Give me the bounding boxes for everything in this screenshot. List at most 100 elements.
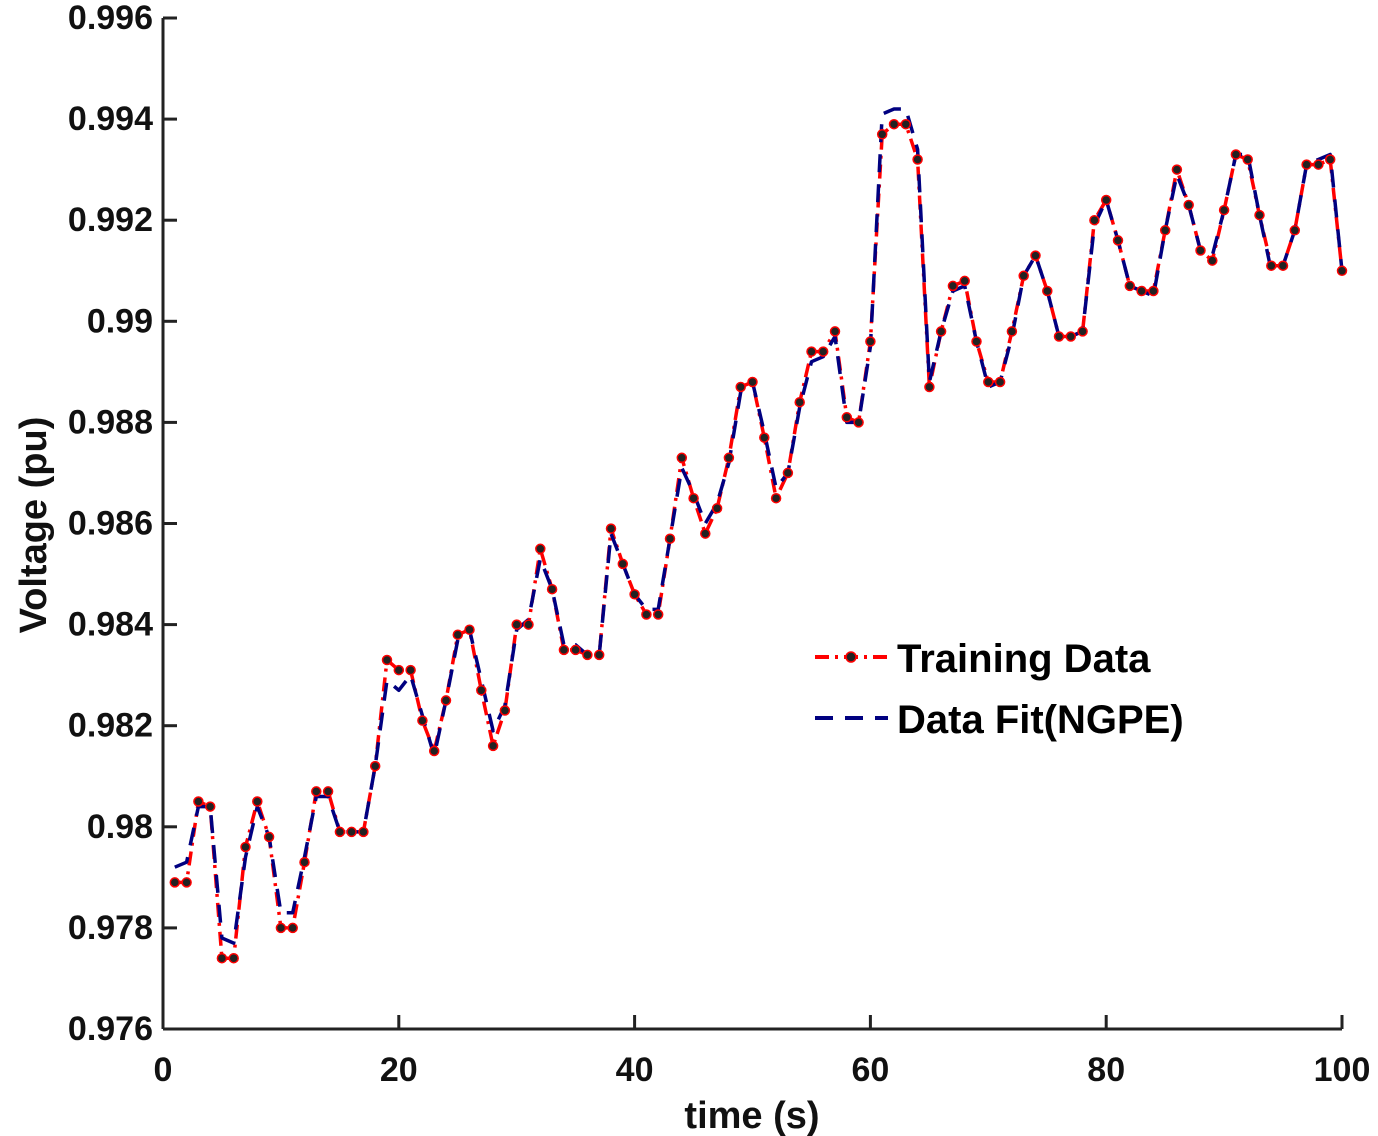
training-data-point — [358, 826, 369, 838]
x-axis-title: time (s) — [684, 1095, 819, 1136]
training-data-point — [817, 346, 829, 357]
training-data-point — [605, 523, 617, 534]
training-data-point — [876, 129, 888, 140]
training-data-point — [1053, 331, 1065, 342]
training-data-point — [582, 649, 593, 661]
training-data-point — [369, 760, 381, 772]
y-tick-label: 0.986 — [68, 505, 153, 543]
training-data-point — [1277, 260, 1289, 271]
x-tick-label: 100 — [1314, 1051, 1371, 1089]
y-tick-label: 0.976 — [68, 1010, 153, 1048]
training-data-point — [641, 609, 652, 620]
training-data-point — [1100, 194, 1112, 206]
training-data-point — [770, 492, 782, 504]
axes — [161, 18, 1342, 1031]
training-data-point — [782, 467, 794, 479]
training-data-point — [1136, 285, 1147, 297]
training-data-point — [947, 280, 959, 292]
training-data-point — [228, 952, 239, 964]
training-data-point — [1183, 199, 1194, 211]
x-ticks: 0 20 40 60 80 100 — [154, 1015, 1371, 1089]
training-data-point — [1112, 235, 1124, 246]
training-data-point — [1089, 214, 1100, 226]
training-data-point — [617, 558, 629, 570]
legend-fit-label: Data Fit(NGPE) — [897, 698, 1184, 742]
training-data-point — [275, 922, 287, 934]
training-data-point — [393, 664, 405, 676]
training-data-point — [1018, 270, 1029, 282]
training-data-point — [240, 841, 251, 853]
series-data-fit-line — [174, 107, 1344, 945]
plot-area — [169, 107, 1348, 964]
training-data-point — [924, 381, 935, 393]
y-tick-label: 0.99 — [87, 302, 153, 340]
training-data-point — [452, 629, 464, 640]
training-data-point — [405, 664, 416, 676]
training-data-point — [1336, 265, 1348, 277]
training-data-point — [299, 856, 310, 868]
training-data-point — [440, 695, 452, 706]
training-data-point — [1254, 209, 1265, 221]
training-data-point — [204, 801, 216, 812]
training-data-point — [652, 609, 664, 620]
training-data-point — [1207, 255, 1218, 266]
training-data-point — [959, 275, 970, 287]
training-data-point — [1301, 159, 1312, 170]
training-data-point — [464, 624, 475, 635]
training-data-point — [487, 740, 499, 752]
training-data-point — [523, 619, 534, 630]
training-data-point — [688, 492, 699, 504]
legend-training-marker — [845, 651, 857, 663]
training-data-point — [1159, 225, 1171, 236]
training-data-point — [1195, 245, 1206, 256]
training-data-point — [334, 826, 346, 838]
training-data-point — [829, 326, 841, 337]
training-data-point — [593, 649, 605, 661]
training-data-point — [711, 503, 723, 514]
training-data-point — [723, 452, 735, 464]
training-data-point — [570, 644, 581, 656]
x-tick-label: 60 — [851, 1051, 889, 1089]
training-data-point — [994, 376, 1006, 388]
x-tick-label: 0 — [154, 1051, 173, 1089]
training-data-point — [971, 336, 982, 347]
y-tick-label: 0.982 — [68, 707, 153, 745]
y-tick-label: 0.988 — [68, 403, 153, 441]
training-data-point — [1266, 260, 1277, 271]
training-data-point — [747, 376, 758, 388]
training-data-point — [865, 336, 876, 347]
training-data-point — [263, 831, 275, 843]
training-data-point — [1230, 149, 1242, 160]
training-data-point — [983, 376, 994, 388]
training-data-point — [888, 118, 900, 130]
training-data-point — [629, 589, 640, 600]
training-data-point — [912, 154, 923, 165]
y-tick-label: 0.984 — [68, 606, 153, 644]
training-data-point — [1077, 326, 1088, 337]
legend: Training Data Data Fit(NGPE) — [815, 637, 1184, 742]
training-data-point — [676, 452, 688, 464]
y-tick-label: 0.978 — [68, 909, 153, 947]
training-data-point — [935, 326, 947, 337]
x-tick-label: 20 — [380, 1051, 418, 1089]
training-data-point — [1324, 154, 1336, 165]
training-data-point — [700, 528, 711, 539]
training-data-point — [759, 432, 770, 443]
training-data-point — [1030, 250, 1041, 261]
training-data-point — [1313, 159, 1324, 170]
x-tick-label: 40 — [616, 1051, 654, 1089]
training-data-point — [1218, 204, 1230, 216]
training-data-point — [1042, 285, 1053, 297]
training-data-point — [558, 644, 570, 656]
y-axis-title: Voltage (pu) — [13, 417, 55, 634]
training-data-point — [252, 796, 263, 807]
training-data-point — [1006, 326, 1018, 337]
y-tick-label: 0.994 — [68, 100, 153, 138]
series-training-data-line — [174, 122, 1344, 960]
training-data-point — [1124, 280, 1136, 292]
training-data-point — [900, 118, 912, 130]
x-tick-label: 80 — [1087, 1051, 1125, 1089]
training-data-point — [735, 381, 746, 393]
y-tick-label: 0.996 — [68, 0, 153, 37]
training-data-point — [417, 715, 428, 726]
